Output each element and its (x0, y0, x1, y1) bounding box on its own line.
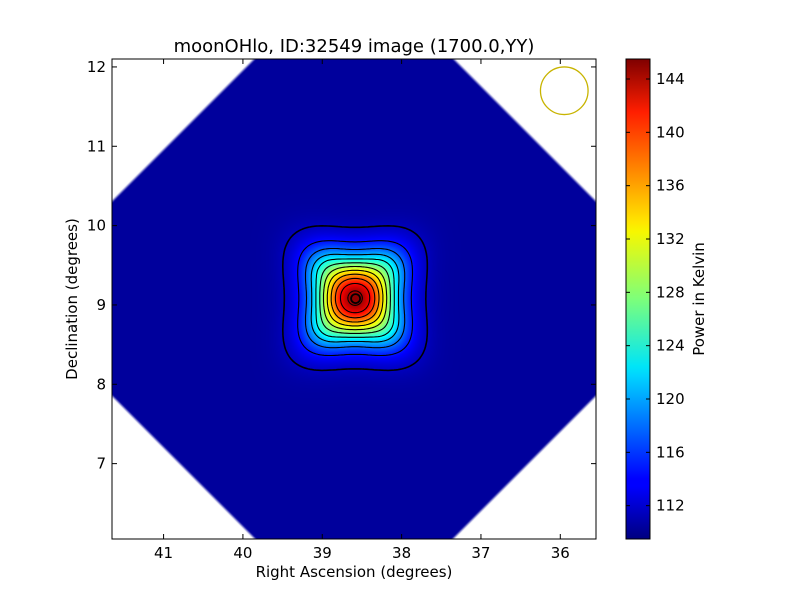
contour-lines (282, 225, 429, 372)
contour-line (334, 277, 376, 319)
contour-line (315, 258, 395, 338)
contour-line (282, 225, 429, 372)
colorbar-tick-label: 144 (656, 70, 685, 88)
source-marker (350, 293, 361, 305)
contour-line (339, 282, 371, 314)
contour-line (297, 240, 414, 357)
colorbar-tick-label: 124 (656, 337, 685, 355)
contour-line (326, 269, 384, 327)
colorbar-tick-label: 120 (656, 390, 685, 408)
x-axis-ticks: 41 40 39 38 37 36 (154, 59, 570, 562)
y-tick-label: 12 (87, 58, 106, 76)
plot-area: 41 40 39 38 37 36 7 8 9 10 11 12 (87, 58, 597, 562)
contour-line (330, 273, 380, 323)
colorbar-ticks: 112 116 120 124 128 132 136 140 144 (626, 70, 685, 515)
colorbar-tick-label: 132 (656, 230, 685, 248)
chart-title: moonOHlo, ID:32549 image (1700.0,YY) (174, 36, 535, 57)
contour-line (319, 262, 391, 334)
beam-circle (539, 66, 589, 116)
colorbar-tick-label: 128 (656, 283, 685, 301)
colorbar-label: Power in Kelvin (690, 242, 708, 356)
axes-frame (111, 58, 597, 540)
colorbar-tick-label: 140 (656, 123, 685, 141)
contour-line (322, 265, 388, 331)
y-tick-label: 7 (96, 455, 106, 473)
colorbar-gradient (626, 59, 650, 539)
contour-line (347, 290, 363, 306)
y-tick-label: 9 (96, 296, 106, 314)
y-axis-label: Declination (degrees) (63, 218, 81, 380)
colorbar-frame (625, 58, 651, 540)
colorbar-tick-label: 136 (656, 177, 685, 195)
x-tick-label: 40 (233, 544, 252, 562)
x-tick-label: 36 (551, 544, 570, 562)
heatmap-image (112, 59, 596, 539)
contour-line (310, 253, 400, 343)
y-tick-label: 11 (87, 137, 106, 155)
x-axis-label: Right Ascension (degrees) (256, 563, 453, 581)
x-tick-label: 39 (313, 544, 332, 562)
y-tick-label: 10 (87, 217, 106, 235)
colorbar-tick-label: 116 (656, 443, 685, 461)
y-tick-label: 8 (96, 375, 106, 393)
colorbar-tick-label: 112 (656, 497, 685, 515)
contour-line (304, 247, 406, 349)
x-tick-label: 37 (471, 544, 490, 562)
colorbar: 112 116 120 124 128 132 136 140 144 Power in Kel… (625, 58, 708, 540)
x-tick-label: 41 (154, 544, 173, 562)
y-axis-ticks: 7 8 9 10 11 12 (87, 58, 596, 473)
x-tick-label: 38 (392, 544, 411, 562)
